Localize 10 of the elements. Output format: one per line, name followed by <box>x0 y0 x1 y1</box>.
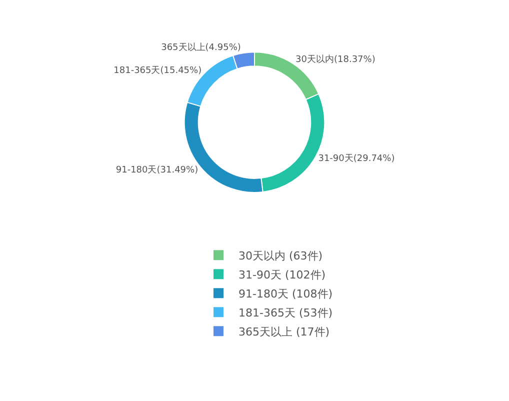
legend-label: 30天以内 (63件) <box>238 249 323 262</box>
data-label: 365天以上(4.95%) <box>161 42 241 54</box>
legend-label: 91-180天 (108件) <box>238 287 333 300</box>
legend-label: 365天以上 (17件) <box>238 325 330 338</box>
data-label: 181-365天(15.45%) <box>114 65 202 76</box>
legend-label: 181-365天 (53件) <box>238 306 333 320</box>
data-label: 31-90天(29.74%) <box>318 152 395 164</box>
legend-label: 31-90天 (102件) <box>238 268 326 282</box>
data-label: 91-180天(31.49%) <box>116 164 198 176</box>
data-label: 30天以内(18.37%) <box>296 54 376 66</box>
